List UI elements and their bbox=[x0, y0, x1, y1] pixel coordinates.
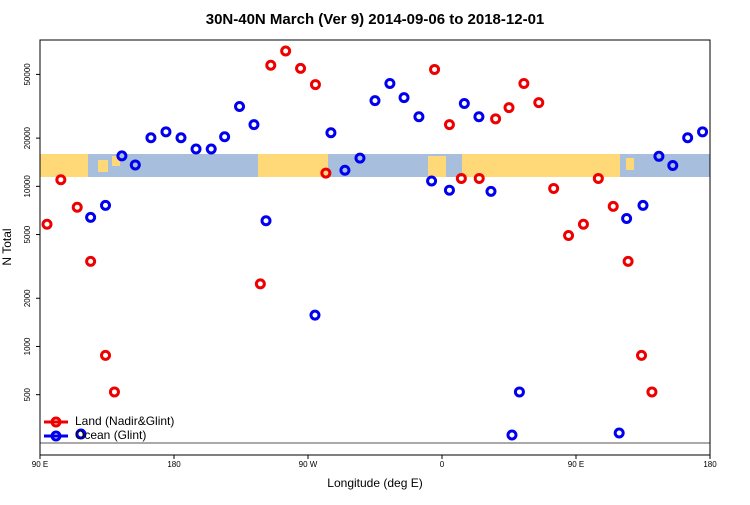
point bbox=[485, 185, 497, 197]
point bbox=[280, 45, 292, 57]
point bbox=[71, 201, 83, 213]
point bbox=[518, 77, 530, 89]
point bbox=[513, 386, 525, 398]
point bbox=[503, 102, 515, 114]
point bbox=[653, 150, 665, 162]
map-stripe bbox=[40, 154, 710, 177]
point bbox=[398, 92, 410, 104]
point bbox=[592, 172, 604, 184]
point bbox=[55, 174, 67, 186]
point bbox=[309, 309, 321, 321]
point bbox=[443, 184, 455, 196]
point bbox=[175, 132, 187, 144]
point bbox=[248, 119, 260, 131]
point bbox=[622, 255, 634, 267]
point bbox=[563, 230, 575, 242]
point bbox=[100, 349, 112, 361]
point bbox=[116, 150, 128, 162]
point bbox=[75, 428, 87, 440]
point bbox=[320, 167, 332, 179]
point bbox=[145, 132, 157, 144]
point bbox=[369, 95, 381, 107]
point bbox=[473, 172, 485, 184]
y-tick-label: 500 bbox=[23, 387, 32, 401]
y-tick-label: 50000 bbox=[23, 63, 32, 86]
point bbox=[667, 159, 679, 171]
x-tick-label: 0 bbox=[440, 460, 445, 469]
point bbox=[697, 126, 709, 138]
point bbox=[413, 111, 425, 123]
point bbox=[443, 119, 455, 131]
x-tick-label: 180 bbox=[167, 460, 181, 469]
point bbox=[548, 182, 560, 194]
point bbox=[85, 255, 97, 267]
point bbox=[265, 59, 277, 71]
point bbox=[384, 77, 396, 89]
x-tick-label: 180 bbox=[703, 460, 717, 469]
point bbox=[636, 349, 648, 361]
point bbox=[458, 98, 470, 110]
y-axis-label: N Total bbox=[0, 228, 14, 265]
point bbox=[607, 200, 619, 212]
point bbox=[613, 427, 625, 439]
point bbox=[260, 215, 272, 227]
point bbox=[205, 143, 217, 155]
point bbox=[637, 199, 649, 211]
y-tick-label: 1000 bbox=[23, 337, 32, 355]
point bbox=[473, 111, 485, 123]
point bbox=[254, 278, 266, 290]
point bbox=[490, 113, 502, 125]
point bbox=[426, 175, 438, 187]
point bbox=[190, 143, 202, 155]
point bbox=[455, 172, 467, 184]
y-tick-label: 5000 bbox=[23, 225, 32, 243]
point bbox=[339, 164, 351, 176]
legend-label: Ocean (Glint) bbox=[75, 428, 146, 442]
point bbox=[234, 101, 246, 113]
plot-frame bbox=[39, 39, 711, 456]
point bbox=[646, 386, 658, 398]
point bbox=[41, 218, 53, 230]
y-tick-label: 2000 bbox=[23, 289, 32, 307]
point bbox=[325, 127, 337, 139]
legend-marker bbox=[50, 416, 62, 428]
point bbox=[129, 159, 141, 171]
x-tick-label: 90 E bbox=[32, 460, 48, 469]
point bbox=[506, 429, 518, 441]
point bbox=[533, 97, 545, 109]
point bbox=[429, 63, 441, 75]
point bbox=[577, 218, 589, 230]
x-tick-label: 90 E bbox=[568, 460, 584, 469]
y-tick-label: 20000 bbox=[23, 126, 32, 149]
point bbox=[354, 152, 366, 164]
legend-marker bbox=[50, 430, 62, 442]
point bbox=[621, 212, 633, 224]
point bbox=[295, 62, 307, 74]
point bbox=[100, 199, 112, 211]
y-tick-label: 10000 bbox=[23, 175, 32, 198]
point bbox=[108, 386, 120, 398]
point bbox=[309, 79, 321, 91]
legend-label: Land (Nadir&Glint) bbox=[75, 414, 174, 428]
point bbox=[160, 126, 172, 138]
chart-title: 30N-40N March (Ver 9) 2014-09-06 to 2018… bbox=[206, 11, 545, 28]
point bbox=[219, 131, 231, 143]
point bbox=[682, 132, 694, 144]
x-axis-label: Longitude (deg E) bbox=[327, 476, 422, 490]
point bbox=[85, 211, 97, 223]
x-tick-label: 90 W bbox=[299, 460, 318, 469]
